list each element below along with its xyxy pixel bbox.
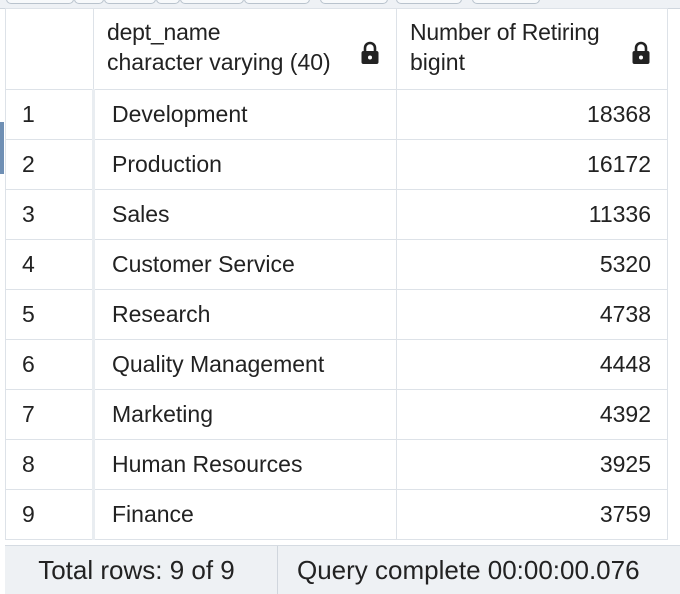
table-row[interactable]: 2 Production 16172 bbox=[5, 139, 668, 190]
column-header-dept-name[interactable]: dept_name character varying (40) bbox=[93, 8, 397, 90]
lock-icon bbox=[361, 41, 379, 64]
row-number[interactable]: 2 bbox=[5, 139, 94, 190]
row-number[interactable]: 5 bbox=[5, 289, 94, 340]
total-rows-status: Total rows: 9 of 9 bbox=[38, 555, 235, 585]
row-selection-marker bbox=[0, 122, 4, 174]
dept-name-cell[interactable]: Customer Service bbox=[92, 239, 397, 290]
column-header-number-of-retiring[interactable]: Number of Retiring bigint bbox=[396, 8, 668, 90]
row-number[interactable]: 6 bbox=[5, 339, 94, 390]
column-name: dept_name bbox=[107, 19, 221, 45]
row-number[interactable]: 3 bbox=[5, 189, 94, 240]
dept-name-cell[interactable]: Research bbox=[92, 289, 397, 340]
toolbar-button[interactable] bbox=[396, 0, 462, 4]
row-number[interactable]: 8 bbox=[5, 439, 94, 490]
row-number-header[interactable] bbox=[5, 8, 94, 90]
dept-name-cell[interactable]: Marketing bbox=[92, 389, 397, 440]
dept-name-cell[interactable]: Finance bbox=[92, 489, 397, 540]
column-type: bigint bbox=[410, 49, 465, 75]
column-type: character varying (40) bbox=[107, 49, 331, 75]
query-complete-status: Query complete 00:00:00.076 bbox=[297, 555, 640, 585]
retiring-count-cell[interactable]: 4448 bbox=[396, 339, 668, 390]
table-row[interactable]: 6 Quality Management 4448 bbox=[5, 339, 668, 390]
retiring-count-cell[interactable]: 4738 bbox=[396, 289, 668, 340]
table-row[interactable]: 4 Customer Service 5320 bbox=[5, 239, 668, 290]
dept-name-cell[interactable]: Human Resources bbox=[92, 439, 397, 490]
toolbar-button[interactable] bbox=[244, 0, 310, 4]
toolbar-button[interactable] bbox=[472, 0, 540, 4]
table-row[interactable]: 8 Human Resources 3925 bbox=[5, 439, 668, 490]
toolbar-button[interactable] bbox=[180, 0, 244, 4]
lock-icon bbox=[632, 41, 650, 64]
dept-name-cell[interactable]: Development bbox=[92, 89, 397, 140]
dept-name-cell[interactable]: Quality Management bbox=[92, 339, 397, 390]
toolbar-button[interactable] bbox=[6, 0, 74, 4]
toolbar-button[interactable] bbox=[74, 0, 104, 4]
retiring-count-cell[interactable]: 4392 bbox=[396, 389, 668, 440]
toolbar-button[interactable] bbox=[104, 0, 156, 4]
retiring-count-cell[interactable]: 16172 bbox=[396, 139, 668, 190]
status-bar: Total rows: 9 of 9 Query complete 00:00:… bbox=[5, 545, 680, 594]
toolbar-button[interactable] bbox=[156, 0, 180, 4]
dept-name-cell[interactable]: Production bbox=[92, 139, 397, 190]
retiring-count-cell[interactable]: 5320 bbox=[396, 239, 668, 290]
retiring-count-cell[interactable]: 3759 bbox=[396, 489, 668, 540]
retiring-count-cell[interactable]: 11336 bbox=[396, 189, 668, 240]
table-row[interactable]: 1 Development 18368 bbox=[5, 89, 668, 140]
column-name: Number of Retiring bbox=[410, 19, 600, 45]
row-number[interactable]: 4 bbox=[5, 239, 94, 290]
toolbar-button[interactable] bbox=[320, 0, 388, 4]
table-row[interactable]: 9 Finance 3759 bbox=[5, 489, 668, 540]
row-number[interactable]: 9 bbox=[5, 489, 94, 540]
table-row[interactable]: 7 Marketing 4392 bbox=[5, 389, 668, 440]
retiring-count-cell[interactable]: 18368 bbox=[396, 89, 668, 140]
status-divider bbox=[277, 546, 278, 594]
header-row: dept_name character varying (40) Number … bbox=[5, 8, 668, 90]
table-row[interactable]: 3 Sales 11336 bbox=[5, 189, 668, 240]
retiring-count-cell[interactable]: 3925 bbox=[396, 439, 668, 490]
dept-name-cell[interactable]: Sales bbox=[92, 189, 397, 240]
row-number[interactable]: 7 bbox=[5, 389, 94, 440]
result-grid: dept_name character varying (40) Number … bbox=[5, 8, 668, 540]
table-row[interactable]: 5 Research 4738 bbox=[5, 289, 668, 340]
row-number[interactable]: 1 bbox=[5, 89, 94, 140]
